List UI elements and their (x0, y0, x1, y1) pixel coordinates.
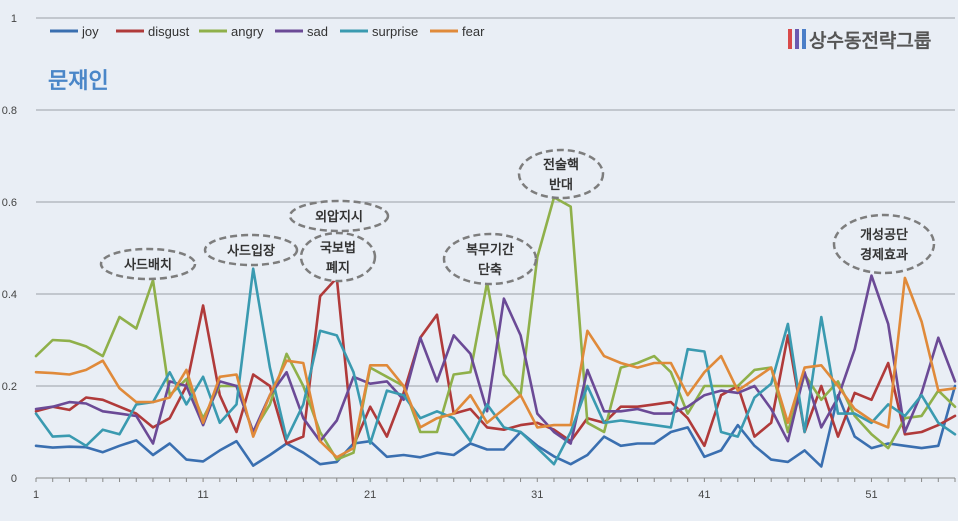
annotation-bubble (99, 247, 197, 281)
y-tick-label: 0.2 (2, 381, 17, 393)
x-tick-label: 31 (531, 489, 543, 501)
brand-bar-blue (802, 29, 806, 49)
y-tick-label: 0.8 (2, 105, 17, 117)
legend-label-surprise: surprise (372, 24, 418, 39)
x-tick-label: 11 (197, 489, 208, 501)
brand-bar-purple (795, 29, 799, 49)
brand-bar-red (788, 29, 792, 49)
annotation-text: 반대 (549, 177, 573, 193)
annotation-text: 사드입장 (227, 243, 275, 259)
x-tick-label: 21 (364, 489, 376, 501)
legend-label-angry: angry (231, 24, 264, 39)
series-line-fear (34, 276, 957, 459)
y-tick-label: 0 (11, 473, 17, 485)
legend-label-disgust: disgust (148, 24, 190, 39)
y-tick-label: 0.4 (2, 289, 17, 301)
x-axis: 1 11 21 31 41 51 (33, 477, 956, 501)
x-tick-label: 51 (865, 489, 877, 501)
series-line-joy (34, 384, 957, 468)
annotation-text: 사드배치 (124, 257, 172, 273)
annotation-text: 폐지 (326, 261, 350, 276)
annotation-text: 전술핵 (543, 157, 579, 173)
legend-label-sad: sad (307, 24, 328, 39)
legend-label-joy: joy (81, 24, 99, 39)
x-tick-label: 1 (33, 489, 39, 501)
y-tick-label: 1 (11, 13, 17, 25)
annotation-bubble (442, 232, 538, 286)
annotation-bubble (517, 148, 605, 200)
annotation-bubble (288, 199, 390, 233)
annotation-text: 국보법 (320, 240, 356, 256)
annotation-text: 개성공단 (860, 227, 908, 243)
annotation-text: 경제효과 (860, 247, 908, 263)
y-axis-tick-labels: 0 0.2 0.4 0.6 0.8 1 (2, 13, 17, 485)
y-tick-label: 0.6 (2, 197, 17, 209)
annotation-bubble (203, 233, 299, 267)
annotation-text: 단축 (478, 262, 502, 278)
annotation-bubble (832, 213, 936, 275)
x-tick-label: 41 (698, 489, 710, 501)
legend-label-fear: fear (462, 24, 485, 39)
brand-logo: 상수동전략그룹 (788, 29, 931, 52)
annotation-bubble (299, 231, 377, 283)
series-line-sad (34, 274, 957, 445)
brand-name: 상수동전략그룹 (809, 30, 931, 52)
annotation-text: 외압지시 (315, 209, 363, 225)
annotation-text: 복무기간 (466, 242, 514, 258)
series-lines (34, 196, 957, 468)
legend: joy disgust angry sad surprise fear (50, 24, 485, 39)
chart-title: 문재인 (48, 69, 109, 94)
